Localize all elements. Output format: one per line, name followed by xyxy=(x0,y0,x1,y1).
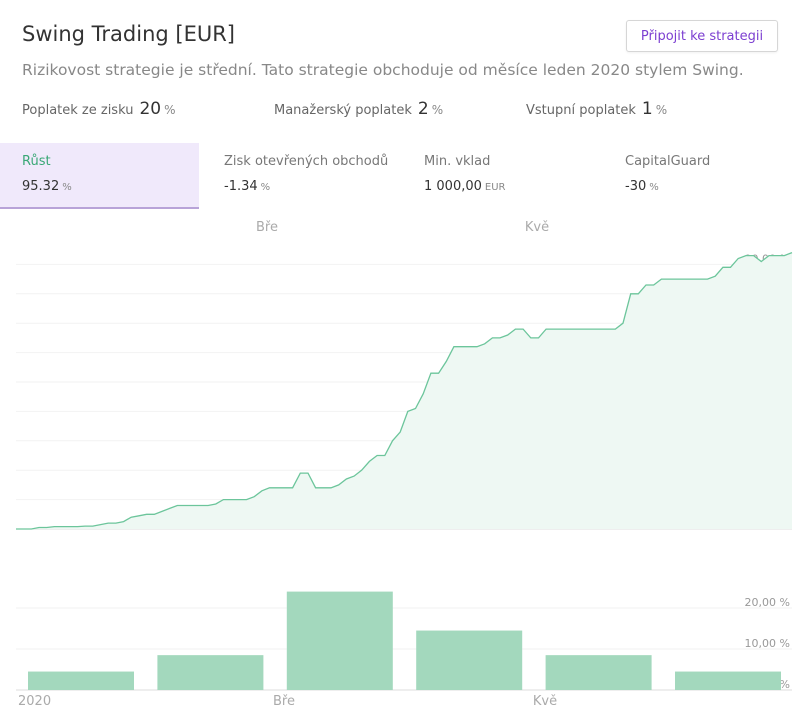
monthly-bar xyxy=(545,655,652,690)
monthly-bar xyxy=(286,591,393,690)
min-deposit-label: Min. vklad xyxy=(424,154,491,169)
bar-x-tick: 2020 xyxy=(18,694,51,709)
monthly-bar xyxy=(28,671,134,690)
bar-y-tick: 10,00 % xyxy=(745,637,790,650)
growth-area xyxy=(16,252,792,529)
management-fee-unit: % xyxy=(431,103,444,117)
entry-fee-unit: % xyxy=(655,103,668,117)
bar-x-tick: Kvě xyxy=(533,694,557,709)
open-trades-label: Zisk otevřených obchodů xyxy=(224,154,389,169)
join-strategy-button[interactable]: Připojit ke strategii xyxy=(626,20,778,52)
monthly-bar xyxy=(157,655,264,690)
management-fee-value: 2 xyxy=(417,99,429,119)
area-x-tick: Bře xyxy=(256,220,278,235)
profit-fee: Poplatek ze zisku 20% xyxy=(22,99,176,119)
profit-fee-value: 20 xyxy=(139,99,162,119)
growth-line xyxy=(16,251,793,530)
profit-fee-label: Poplatek ze zisku xyxy=(22,103,134,118)
tab-open-trades-profit[interactable]: Zisk otevřených obchodů -1.34% xyxy=(202,143,401,207)
entry-fee-value: 1 xyxy=(641,99,653,119)
bar-x-tick: Bře xyxy=(273,694,295,709)
entry-fee: Vstupní poplatek 1% xyxy=(526,99,667,119)
min-deposit-value: 1 000,00 EUR xyxy=(424,179,506,194)
area-x-tick: Kvě xyxy=(525,220,549,235)
entry-fee-label: Vstupní poplatek xyxy=(526,103,636,118)
tab-growth[interactable]: Růst 95.32% xyxy=(0,143,199,209)
growth-value: 95.32% xyxy=(22,179,72,194)
stats-tabs: Růst 95.32% Zisk otevřených obchodů -1.3… xyxy=(0,143,800,209)
capitalguard-value: -30% xyxy=(625,179,659,194)
monthly-bar xyxy=(675,671,781,690)
growth-label: Růst xyxy=(22,154,51,169)
strategy-description: Rizikovost strategie je střední. Tato st… xyxy=(22,61,744,79)
management-fee-label: Manažerský poplatek xyxy=(274,103,412,118)
fee-row: Poplatek ze zisku 20% Manažerský poplatek… xyxy=(0,99,800,123)
strategy-title: Swing Trading [EUR] xyxy=(22,22,235,46)
profit-fee-unit: % xyxy=(164,103,176,117)
tab-capitalguard[interactable]: CapitalGuard -30% xyxy=(603,143,800,207)
open-trades-value: -1.34% xyxy=(224,179,271,194)
bar-y-tick: 20,00 % xyxy=(745,596,790,609)
capitalguard-label: CapitalGuard xyxy=(625,154,711,169)
tab-min-deposit[interactable]: Min. vklad 1 000,00 EUR xyxy=(402,143,601,207)
monthly-bar xyxy=(416,630,523,690)
management-fee: Manažerský poplatek 2% xyxy=(274,99,443,119)
